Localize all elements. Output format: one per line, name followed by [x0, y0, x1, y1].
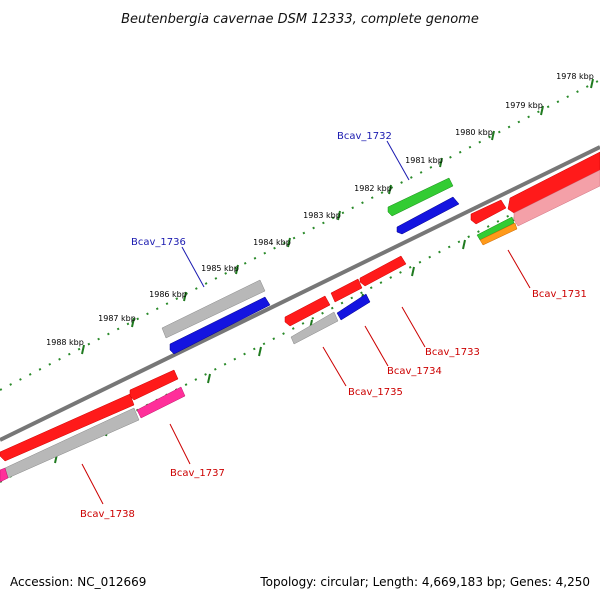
gene-block-bcav-1736-blue[interactable] — [169, 296, 271, 355]
gene-label-bcav-1735[interactable]: Bcav_1735 — [348, 387, 403, 398]
genome-title: Beutenbergia cavernae DSM 12333, complet… — [121, 12, 479, 27]
tick-label: 1981 kbp — [405, 156, 443, 165]
gene-block-red-1737[interactable] — [129, 369, 179, 401]
tick-label: 1983 kbp — [303, 211, 341, 220]
gene-label-bcav-1736[interactable]: Bcav_1736 — [131, 237, 186, 248]
tick-label: 1984 kbp — [253, 238, 291, 247]
leader-bcav-1731 — [507, 249, 531, 289]
gene-block-green-1731[interactable] — [476, 216, 515, 241]
genome-backbone — [0, 145, 600, 442]
gene-block-red-1734[interactable] — [330, 278, 363, 303]
tick-label: 1988 kbp — [46, 338, 84, 347]
leader-bcav-1735 — [322, 346, 347, 387]
scale-tick-labels: 1978 kbp 1979 kbp 1980 kbp 1981 kbp 1982… — [46, 72, 594, 347]
gene-label-bcav-1732[interactable]: Bcav_1732 — [337, 131, 392, 142]
tick-label: 1987 kbp — [98, 314, 136, 323]
gene-block-blue-1734[interactable] — [336, 293, 371, 321]
tick-label: 1986 kbp — [149, 290, 187, 299]
accession-text: Accession: NC_012669 — [10, 575, 146, 589]
gene-block-blue-upper[interactable] — [396, 196, 460, 235]
tick-label: 1980 kbp — [455, 128, 493, 137]
gene-block-bcav-1732-green[interactable] — [387, 177, 454, 217]
gene-block-red-1733[interactable] — [359, 255, 407, 287]
gene-block-red-1735[interactable] — [284, 295, 331, 327]
gene-block-grey-1735[interactable] — [290, 311, 339, 345]
gene-block-pink-far-right[interactable] — [513, 169, 600, 227]
gene-label-bcav-1737[interactable]: Bcav_1737 — [170, 468, 225, 479]
gene-block-red-1731[interactable] — [470, 199, 507, 225]
upper-scale-dots — [0, 79, 600, 391]
leader-bcav-1736 — [181, 246, 205, 288]
gene-label-bcav-1738[interactable]: Bcav_1738 — [80, 509, 135, 520]
gene-block-pink-edge[interactable] — [0, 467, 9, 483]
tick-label: 1978 kbp — [556, 72, 594, 81]
leader-bcav-1738 — [81, 463, 104, 505]
gene-label-bcav-1734[interactable]: Bcav_1734 — [387, 366, 442, 377]
leader-bcav-1734 — [364, 325, 389, 367]
genome-summary-text: Topology: circular; Length: 4,669,183 bp… — [259, 575, 590, 589]
tick-label: 1985 kbp — [201, 264, 239, 273]
leader-bcav-1733 — [401, 306, 426, 348]
upper-major-ticks — [81, 78, 594, 355]
leader-bcav-1737 — [169, 423, 191, 465]
gene-block-red-1738[interactable] — [0, 393, 135, 462]
tick-label: 1979 kbp — [505, 101, 543, 110]
gene-block-orange-1731[interactable] — [479, 222, 518, 246]
tick-label: 1982 kbp — [354, 184, 392, 193]
gene-label-bcav-1733[interactable]: Bcav_1733 — [425, 347, 480, 358]
gene-label-bcav-1731[interactable]: Bcav_1731 — [532, 289, 587, 300]
gene-block-bcav-1736-grey[interactable] — [161, 279, 266, 339]
gene-block-pink-1737[interactable] — [136, 386, 186, 419]
leader-bcav-1732 — [386, 140, 410, 181]
